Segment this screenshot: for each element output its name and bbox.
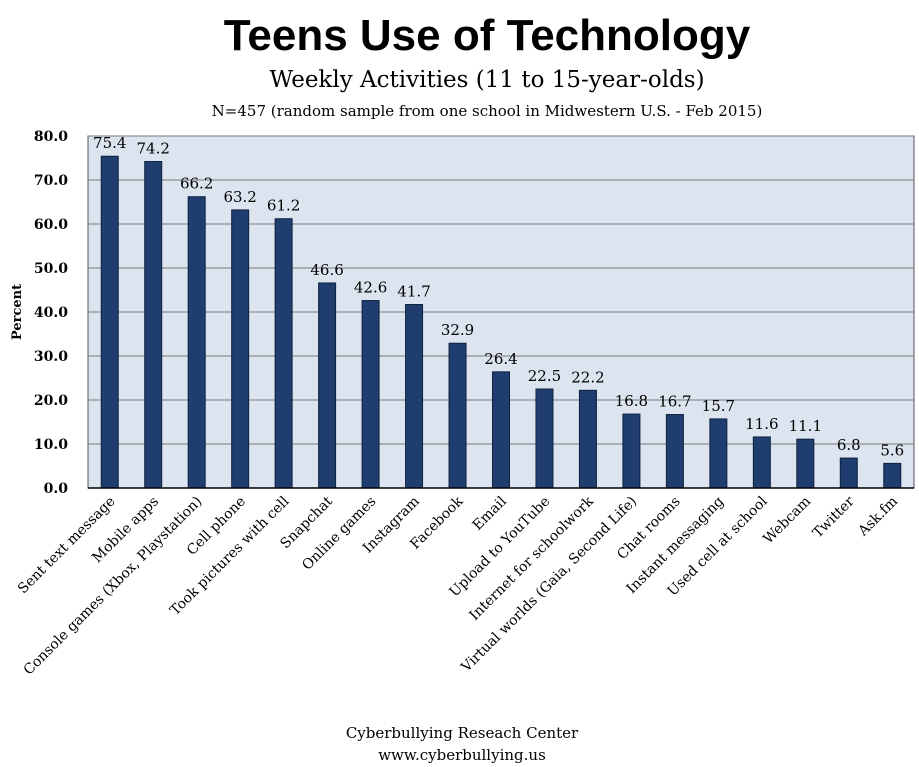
x-tick-label: Ask.fm: [855, 494, 901, 540]
bar: [361, 300, 380, 489]
bar: [796, 438, 815, 489]
bar: [883, 462, 902, 489]
data-label: 63.2: [223, 188, 256, 206]
bar: [839, 457, 858, 489]
data-label: 15.7: [702, 397, 735, 415]
bar: [535, 388, 554, 489]
data-label: 41.7: [397, 283, 430, 301]
data-label: 16.7: [658, 393, 691, 411]
x-tick-label: Webcam: [760, 494, 814, 548]
bar: [100, 155, 119, 489]
bar: [144, 161, 163, 489]
bars: [100, 155, 902, 489]
data-label: 22.2: [571, 368, 604, 386]
data-label: 6.8: [837, 436, 861, 454]
data-label: 74.2: [137, 140, 170, 158]
chart-note: N=457 (random sample from one school in …: [212, 102, 763, 120]
y-tick-label: 80.0: [34, 129, 68, 145]
data-labels: 75.4 74.2 66.2 63.2 61.2 46.6 42.6 41.7 32.9 26.4…: [93, 134, 904, 459]
data-label: 42.6: [354, 279, 387, 297]
y-tick-label: 20.0: [34, 393, 68, 409]
gridlines: [88, 135, 914, 445]
bar: [231, 209, 250, 489]
bar: [405, 304, 424, 489]
y-tick-label: 30.0: [34, 349, 68, 365]
bar: [318, 282, 337, 489]
bar: [187, 196, 206, 489]
data-label: 75.4: [93, 134, 126, 152]
bar: [752, 436, 771, 489]
data-label: 11.6: [745, 415, 778, 433]
data-label: 5.6: [880, 441, 904, 459]
bar: [578, 389, 597, 489]
x-tick-label: Twitter: [810, 493, 858, 541]
data-label: 16.8: [615, 392, 648, 410]
chart-title: Teens Use of Technology: [224, 11, 751, 60]
y-tick-label: 40.0: [34, 305, 68, 321]
data-label: 11.1: [789, 417, 822, 435]
data-label: 32.9: [441, 321, 474, 339]
y-tick-label: 50.0: [34, 261, 68, 277]
data-label: 66.2: [180, 175, 213, 193]
bar: [709, 418, 728, 489]
x-tick-label: Email: [470, 493, 511, 534]
footer-line2: www.cyberbullying.us: [378, 746, 546, 764]
y-axis-ticks: 0.0 10.0 20.0 30.0 40.0 50.0 60.0 70.0 80.0: [34, 129, 68, 497]
chart-subtitle: Weekly Activities (11 to 15-year-olds): [269, 67, 704, 93]
y-tick-label: 0.0: [44, 481, 69, 497]
y-tick-label: 60.0: [34, 217, 68, 233]
data-label: 46.6: [310, 261, 343, 279]
y-axis-label: Percent: [10, 284, 25, 340]
bar: [274, 218, 293, 489]
bar: [622, 413, 641, 489]
data-label: 26.4: [484, 350, 517, 368]
data-label: 61.2: [267, 197, 300, 215]
data-label: 22.5: [528, 367, 561, 385]
bar: [492, 371, 510, 489]
x-tick-label: Console games (Xbox, Playstation): [21, 494, 206, 679]
bar: [665, 414, 684, 489]
y-tick-label: 10.0: [34, 437, 68, 453]
bar: [448, 342, 467, 489]
y-tick-label: 70.0: [34, 173, 68, 189]
footer-line1: Cyberbullying Reseach Center: [346, 724, 579, 742]
